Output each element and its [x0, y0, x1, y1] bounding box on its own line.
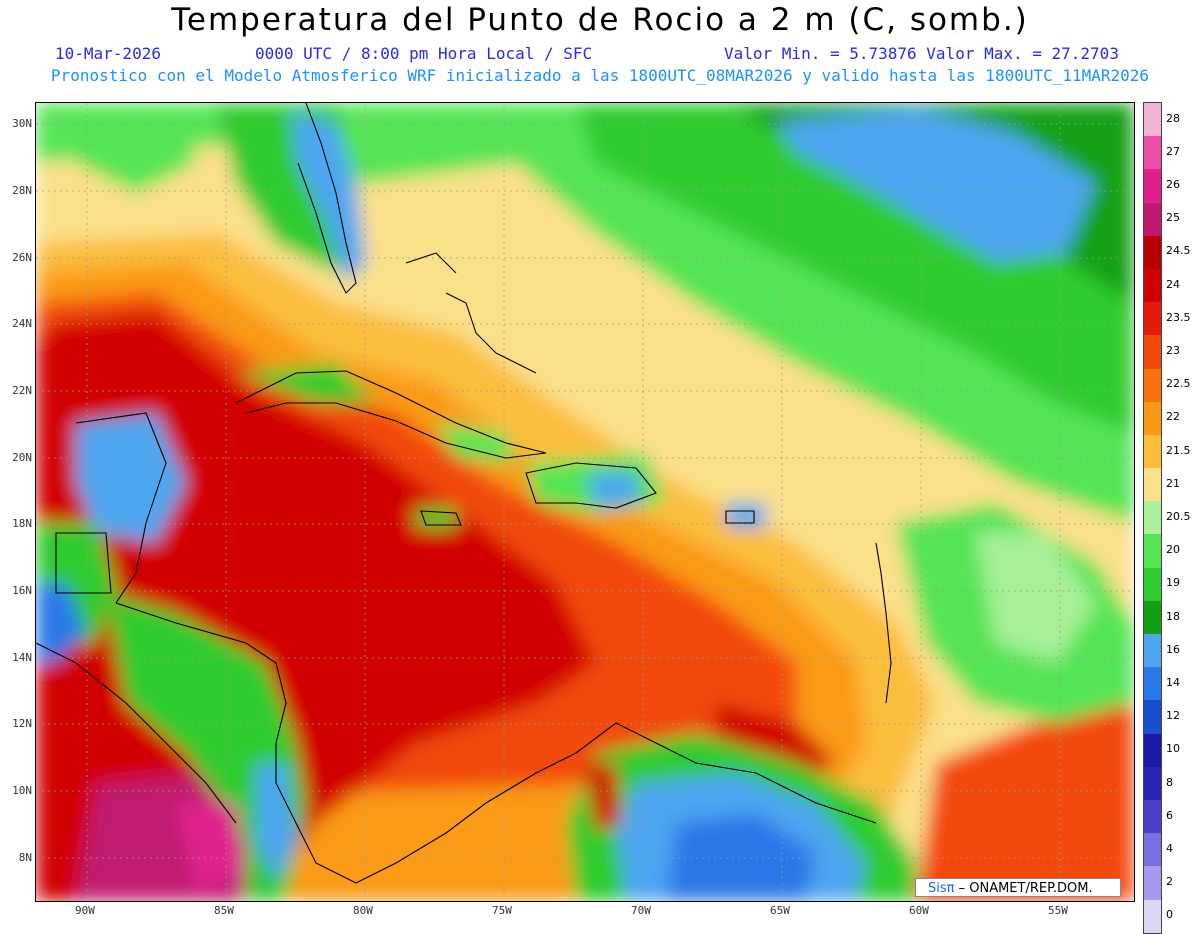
colorbar-swatch: [1144, 733, 1161, 767]
colorbar-label: 2: [1166, 875, 1173, 889]
lat-label: 12N: [12, 717, 32, 730]
colorbar-swatch: [1144, 766, 1161, 800]
colorbar-label: 20: [1166, 543, 1180, 557]
credit-text: – ONAMET/REP.DOM.: [958, 881, 1093, 896]
colorbar-swatch: [1144, 302, 1161, 336]
lon-label: 85W: [214, 904, 234, 917]
forecast-time: 0000 UTC / 8:00 pm Hora Local / SFC: [255, 44, 593, 63]
colorbar-swatch: [1144, 866, 1161, 900]
colorbar-label: 24: [1166, 277, 1180, 291]
dewpoint-field: [36, 103, 1134, 901]
colorbar-swatch: [1144, 268, 1161, 303]
colorbar-label: 10: [1166, 742, 1180, 756]
lon-label: 55W: [1048, 904, 1068, 917]
lat-label: 18N: [12, 517, 32, 530]
colorbar-label: 23: [1166, 344, 1180, 357]
dewpoint-map: [35, 102, 1135, 902]
graticule: [36, 103, 1134, 901]
colorbar-label: 8: [1166, 775, 1173, 789]
map-canvas: [36, 103, 1134, 901]
colorbar-label: 26: [1166, 178, 1180, 191]
colorbar-swatch: [1144, 468, 1161, 502]
lat-label: 22N: [12, 384, 32, 397]
lon-label: 90W: [75, 904, 95, 917]
lat-label: 14N: [12, 651, 32, 664]
colorbar-swatch: [1144, 700, 1161, 734]
colorbar-label: 22: [1166, 410, 1180, 424]
colorbar-swatch: [1144, 667, 1161, 701]
colorbar-swatch: [1144, 600, 1161, 634]
colorbar-label: 4: [1166, 842, 1173, 855]
brand-logo: Sisπ: [928, 881, 955, 896]
colorbar-label: 21: [1166, 476, 1180, 490]
colorbar-label: 21.5: [1166, 443, 1191, 457]
lat-label: 30N: [12, 117, 32, 130]
colorbar-label: 28: [1166, 111, 1180, 125]
lat-label: 26N: [12, 251, 32, 264]
coastlines: [36, 103, 892, 884]
colorbar-swatch: [1144, 401, 1161, 435]
colorbar-swatch: [1144, 136, 1161, 170]
colorbar-swatch: [1144, 335, 1161, 369]
colorbar-swatch: [1144, 833, 1161, 867]
lat-label: 24N: [12, 317, 32, 330]
colorbar-swatch: [1144, 501, 1161, 535]
lat-label: 10N: [12, 784, 32, 797]
colorbar-label: 19: [1166, 576, 1180, 590]
lon-label: 60W: [909, 904, 929, 917]
colorbar: [1143, 102, 1162, 934]
lon-label: 70W: [631, 904, 651, 917]
colorbar-swatch: [1144, 434, 1161, 469]
colorbar-label: 24.5: [1166, 244, 1191, 258]
lat-label: 16N: [12, 584, 32, 597]
colorbar-label: 25: [1166, 211, 1180, 225]
colorbar-swatch: [1144, 567, 1161, 601]
colorbar-swatch: [1144, 202, 1161, 236]
min-max-values: Valor Min. = 5.73876 Valor Max. = 27.270…: [724, 44, 1119, 63]
colorbar-label: 18: [1166, 609, 1180, 623]
colorbar-swatch: [1144, 534, 1161, 568]
colorbar-swatch: [1144, 235, 1161, 269]
colorbar-label: 6: [1166, 808, 1173, 822]
colorbar-swatch: [1144, 634, 1161, 668]
colorbar-label: 20.5: [1166, 510, 1191, 523]
lat-label: 8N: [18, 851, 32, 864]
colorbar-label: 22.5: [1166, 377, 1191, 391]
credit-box: Sisπ – ONAMET/REP.DOM.: [915, 878, 1121, 897]
lon-label: 75W: [492, 904, 512, 917]
colorbar-label: 23.5: [1166, 310, 1191, 324]
colorbar-label: 12: [1166, 709, 1180, 723]
colorbar-label: 27: [1166, 144, 1180, 158]
colorbar-swatch: [1144, 169, 1161, 203]
colorbar-label: 16: [1166, 642, 1180, 656]
colorbar-swatch: [1144, 103, 1161, 137]
model-description: Pronostico con el Modelo Atmosferico WRF…: [50, 66, 1150, 85]
lon-label: 65W: [770, 904, 790, 917]
colorbar-swatch: [1144, 799, 1161, 834]
lat-label: 28N: [12, 184, 32, 197]
colorbar-swatch: [1144, 899, 1161, 933]
forecast-date: 10-Mar-2026: [55, 44, 161, 63]
colorbar-label: 0: [1166, 908, 1173, 922]
map-title: Temperatura del Punto de Rocio a 2 m (C,…: [171, 2, 1029, 38]
lat-label: 20N: [12, 451, 32, 464]
lon-label: 80W: [353, 904, 373, 917]
colorbar-swatch: [1144, 368, 1161, 402]
colorbar-label: 14: [1166, 676, 1180, 689]
